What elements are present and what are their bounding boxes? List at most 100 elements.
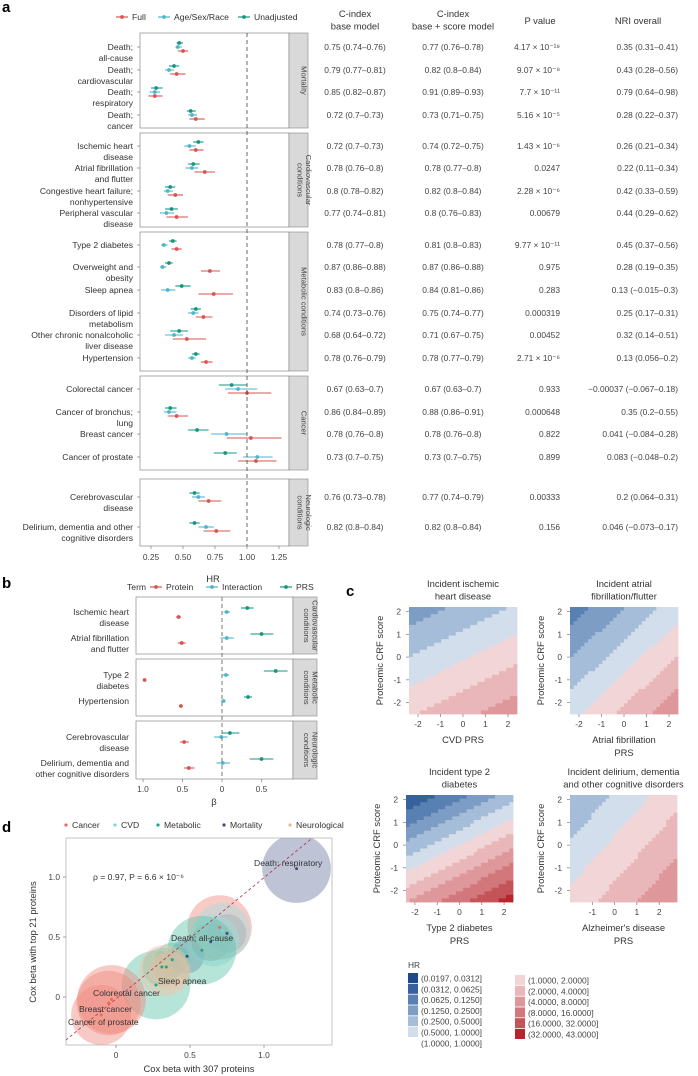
- heat-cell: [613, 656, 618, 661]
- heat-cell: [448, 681, 453, 686]
- heat-cell: [584, 631, 589, 636]
- heat-cell: [498, 844, 503, 849]
- heat-cell: [505, 862, 510, 867]
- heat-cell: [609, 816, 614, 821]
- c-index-score: 0.82 (0.8–0.84): [425, 522, 482, 532]
- heat-cell: [674, 649, 679, 654]
- heat-cell: [481, 624, 485, 629]
- heat-cell: [577, 674, 582, 679]
- heat-cell: [491, 614, 496, 619]
- row-label: metabolism: [89, 319, 133, 329]
- heat-cell: [480, 827, 485, 832]
- point-estimate: [204, 525, 208, 529]
- heat-cell: [587, 869, 592, 874]
- heat-cell: [445, 834, 450, 839]
- heat-cell: [491, 898, 496, 903]
- heat-cell: [459, 884, 464, 889]
- legend-prs: [280, 585, 292, 589]
- heat-cell: [452, 877, 457, 881]
- heat-cell: [606, 678, 610, 683]
- heat-cell: [413, 855, 418, 860]
- heat-cell: [652, 649, 657, 654]
- heat-cell: [602, 816, 607, 821]
- heat-cell: [667, 692, 672, 697]
- heat-cell: [495, 891, 500, 896]
- heat-cell: [445, 859, 450, 864]
- heat-cell: [484, 884, 489, 889]
- heat-cell: [620, 664, 625, 669]
- heat-cell: [634, 884, 639, 889]
- heat-cell: [634, 827, 639, 832]
- heat-cell: [473, 805, 478, 810]
- heat-cell: [480, 795, 485, 799]
- heat-cell: [466, 834, 471, 839]
- heat-cell: [463, 816, 468, 821]
- heat-cell: [434, 869, 439, 874]
- heat-cell: [595, 610, 600, 615]
- heat-cell: [570, 681, 574, 686]
- strip-label: Mortality: [300, 66, 309, 95]
- heat-cell: [570, 830, 574, 835]
- heat-cell: [649, 674, 654, 679]
- x-axis-label: CVD PRS: [442, 734, 484, 745]
- heat-cell: [477, 692, 482, 697]
- heat-cell: [412, 631, 417, 636]
- heat-cell: [498, 795, 503, 799]
- heat-cell: [430, 681, 435, 686]
- heat-cell: [645, 624, 650, 629]
- heat-cell: [667, 664, 672, 669]
- heat-cell: [406, 816, 410, 821]
- x-tick-label: 1.0: [137, 784, 149, 794]
- heat-cell: [630, 898, 635, 903]
- heat-cell: [648, 891, 653, 896]
- heat-cell: [591, 869, 596, 874]
- heat-cell: [591, 898, 596, 903]
- heat-cell: [627, 660, 632, 665]
- heat-cell: [459, 710, 464, 715]
- heat-cell: [644, 891, 649, 896]
- heat-cell: [674, 671, 679, 676]
- point-estimate: [168, 406, 173, 410]
- heat-cell: [669, 827, 674, 832]
- heat-cell: [606, 649, 610, 654]
- heat-cell: [488, 653, 493, 658]
- c-index-base: 0.78 (0.76–0.8): [327, 163, 384, 173]
- heat-cell: [466, 617, 471, 622]
- heat-cell: [509, 689, 514, 693]
- heat-cell: [655, 852, 660, 857]
- heat-cell: [409, 671, 413, 676]
- heat-cell: [652, 699, 657, 704]
- x-tick-label: 1.00: [239, 552, 256, 562]
- heat-cell: [437, 674, 442, 679]
- heat-cell: [662, 802, 667, 807]
- heat-cell: [452, 639, 457, 644]
- heat-cell: [509, 653, 514, 658]
- heat-cell: [427, 798, 432, 803]
- heat-cell: [638, 631, 643, 636]
- heatmap-panel: [570, 607, 679, 715]
- heat-cell: [602, 887, 607, 892]
- heat-cell: [609, 642, 614, 647]
- heat-cell: [459, 639, 464, 644]
- heat-cell: [477, 837, 482, 842]
- legend-label: Age/Sex/Race: [174, 12, 229, 22]
- heat-cell: [637, 812, 642, 817]
- heat-cell: [473, 649, 478, 654]
- heat-cell: [666, 830, 671, 835]
- heat-cell: [438, 823, 443, 828]
- heat-cell: [430, 852, 435, 857]
- heat-cell: [577, 628, 582, 633]
- heat-cell: [663, 656, 668, 661]
- heat-cell: [588, 710, 592, 715]
- heat-cell: [627, 852, 632, 857]
- heat-cell: [459, 656, 464, 661]
- heat-cell: [466, 703, 471, 708]
- heat-cell: [623, 859, 628, 864]
- heat-cell: [637, 855, 642, 860]
- row-label: disease: [103, 152, 133, 162]
- heat-cell: [477, 656, 482, 661]
- heat-cell: [434, 830, 439, 835]
- heat-cell: [598, 628, 603, 633]
- row-label: Cancer of bronchus;: [56, 407, 133, 417]
- heat-cell: [642, 674, 646, 679]
